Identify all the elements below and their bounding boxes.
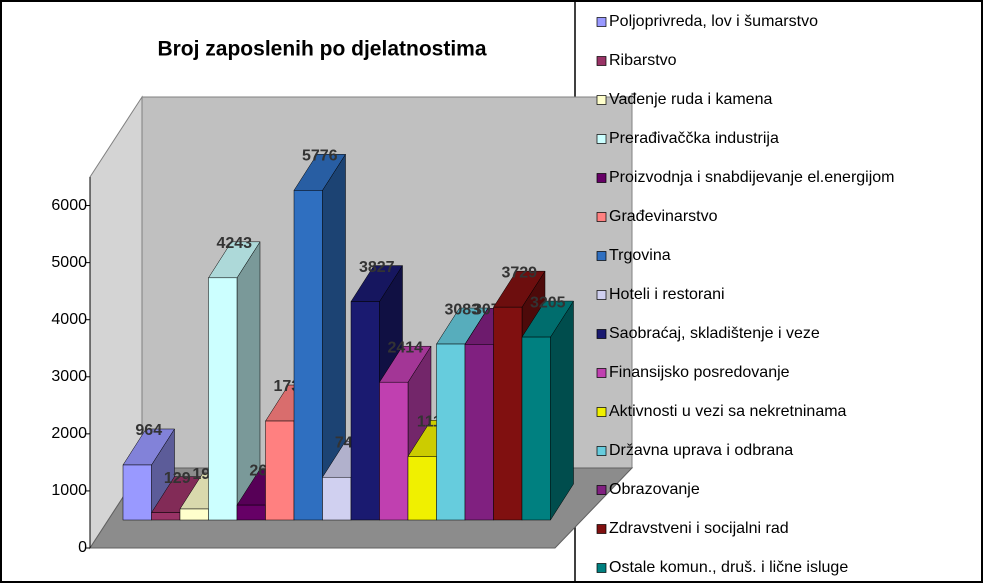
legend-label: Saobraćaj, skladištenje i veze [609,325,820,342]
legend-label: Finansijsko posredovanje [609,364,790,381]
legend-swatch [596,407,607,417]
chart-title: Broj zaposlenih po djelatnostima [157,38,486,61]
legend-swatch [596,251,607,261]
legend-swatch [596,212,607,222]
bar [236,504,266,521]
y-tick-label: 5000 [51,254,87,271]
bar [464,344,494,521]
legend-swatch [596,56,607,66]
bar [265,420,295,521]
legend-swatch [596,446,607,456]
legend-swatch [596,95,607,105]
legend-label: Prerađivaččka industrija [609,130,779,147]
legend-label: Aktivnosti u vezi sa nekretninama [609,403,847,420]
legend-label: Ostale komun., druš. i lične isluge [609,559,848,576]
legend-swatch [596,485,607,495]
legend-label: Hoteli i restorani [609,286,725,303]
bar [151,512,181,521]
value-label: 129 [164,470,191,487]
value-label: 964 [135,422,162,439]
legend-label: Ribarstvo [609,52,677,69]
legend-swatch [596,368,607,378]
legend-label: Poljoprivreda, lov i šumarstvo [609,13,818,30]
bar-side [550,300,574,521]
bar [521,336,551,521]
legend-swatch [596,134,607,144]
y-tick-label: 1000 [51,482,87,499]
value-label: 5776 [302,148,338,165]
legend-swatch [596,524,607,534]
legend-swatch [596,329,607,339]
bar [208,277,238,521]
y-tick-label: 4000 [51,311,87,328]
legend-swatch [596,17,607,27]
y-tick-label: 6000 [51,197,87,214]
bar [493,306,523,521]
legend-label: Građevinarstvo [609,208,718,225]
legend-swatch [596,290,607,300]
bar [350,301,380,521]
legend-label: Državna uprava i odbrana [609,442,793,459]
bar [293,190,323,521]
y-tick-label: 2000 [51,425,87,442]
value-label: 3083 [444,301,480,318]
legend-swatch [596,563,607,573]
value-label: 3729 [501,264,537,281]
bar [322,476,352,521]
legend-label: Trgovina [609,247,671,264]
legend-swatch [596,173,607,183]
value-label: 3827 [359,259,395,276]
bar [122,464,152,521]
bar [179,508,209,521]
legend-label: Obrazovanje [609,481,700,498]
y-tick-label: 3000 [51,368,87,385]
value-label: 4243 [216,235,252,252]
value-label: 2414 [387,339,423,356]
legend-label: Proizvodnja i snabdijevanje el.energijom [609,169,895,186]
bar [436,343,466,521]
value-label: 3205 [530,294,566,311]
legend-label: Vađenje ruda i kamena [609,91,772,108]
bar [379,381,409,521]
legend-label: Zdravstveni i socijalni rad [609,520,789,537]
y-tick-label: 0 [78,539,87,556]
bar [407,456,437,521]
